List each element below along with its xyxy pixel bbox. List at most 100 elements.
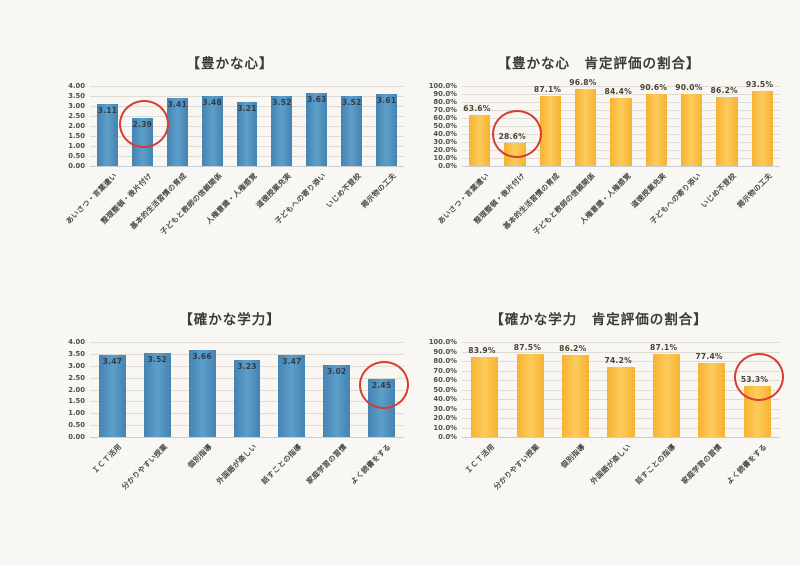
bar: 2.45 <box>368 378 396 437</box>
category-slot: 掲示物の工夫 <box>735 167 780 265</box>
bar-slot: 3.48 <box>195 86 230 166</box>
y-axis: 100.0% 90.0% 80.0% 70.0% 60.0% 50.0% 40.0% 30.0… <box>418 338 462 441</box>
plot-row: 100.0% 90.0% 80.0% 70.0% 60.0% 50.0% 40.0% 30.0… <box>418 78 780 265</box>
plot-area: 3.47 3.52 3.66 3.23 3.47 3.02 2.45 <box>90 342 411 438</box>
category-slot: よく読書をする <box>349 438 404 536</box>
plot-area: 83.9% 87.5% 86.2% 74.2% 87.1% 77.4% 53.3% <box>462 342 787 438</box>
gridline <box>90 86 404 87</box>
bar-slot: 3.66 <box>180 342 225 437</box>
bar-slot: 96.8% <box>568 78 603 166</box>
bar: 2.39 <box>131 118 153 166</box>
bar-slot: 87.1% <box>533 85 568 166</box>
bar-slot: 3.52 <box>264 86 299 166</box>
y-tick-label: 20.0% <box>433 414 457 422</box>
gridline <box>462 94 780 95</box>
gridline <box>462 86 780 87</box>
chart-rich-heart-scores: 【豊かな心】 4.00 3.50 3.00 2.50 2.00 1.50 1.00 0.50 0… <box>56 52 404 265</box>
chart-rich-heart-positive-rate: 【豊かな心 肯定評価の割合】 100.0% 90.0% 80.0% 70.0% 60.0… <box>418 52 780 265</box>
plot-row: 4.00 3.50 3.00 2.50 2.00 1.50 1.00 0.50 0.00 3.4… <box>56 338 411 536</box>
y-tick-label: 2.50 <box>68 373 85 382</box>
bar-value-label: 84.4% <box>604 87 632 97</box>
bar-slot: 3.52 <box>135 342 180 437</box>
y-tick-label: 50.0% <box>433 385 457 394</box>
bar: 86.2% <box>559 344 590 437</box>
bar-value-label: 3.47 <box>102 356 123 366</box>
y-tick-label: 20.0% <box>433 146 457 154</box>
y-tick-label: 3.00 <box>68 102 85 110</box>
bar: 28.6% <box>499 132 526 166</box>
bar: 3.02 <box>323 365 351 437</box>
bar-slot: 83.9% <box>462 342 507 437</box>
category-slot: 外国語が楽しい <box>588 438 643 536</box>
bar: 77.4% <box>695 352 726 437</box>
plot-column: 3.47 3.52 3.66 3.23 3.47 3.02 2.45 ＩＣＴ活用 分かりやすい… <box>90 342 411 536</box>
y-tick-label: 80.0% <box>433 98 457 106</box>
bar-slot: 74.2% <box>598 342 643 437</box>
y-tick-label: 4.00 <box>68 82 85 90</box>
y-tick-label: 0.0% <box>438 162 457 170</box>
bar-value-label: 53.3% <box>740 375 769 385</box>
bar-slot: 3.61 <box>369 86 404 166</box>
bar-value-label: 3.52 <box>147 355 168 365</box>
y-tick-label: 80.0% <box>433 357 457 365</box>
bar-value-label: 77.4% <box>695 352 723 362</box>
y-tick-label: 0.50 <box>68 421 85 430</box>
y-axis: 4.00 3.50 3.00 2.50 2.00 1.50 1.00 0.50 0.00 <box>56 82 90 170</box>
plot-area: 3.11 2.39 3.41 3.48 3.21 3.52 3.63 3.52 3.61 <box>90 86 404 167</box>
x-axis-labels: あいさつ・言葉遣い 整理整頓・後片付け 基本的生活習慣の育成 子どもと教師の信頼関係人… <box>436 167 780 265</box>
bar-value-label: 83.9% <box>468 346 496 356</box>
y-tick-label: 30.0% <box>433 138 457 146</box>
bar-slot: 90.6% <box>639 83 674 166</box>
category-slot: 家庭学習の習慣 <box>304 438 359 536</box>
category-slot: 家庭学習の習慣 <box>679 438 734 536</box>
y-tick-label: 60.0% <box>433 376 457 384</box>
plot-area: 63.6% 28.6% 87.1% 96.8% 84.4% 90.6% 90.0% 86.2%… <box>462 78 780 167</box>
y-tick-label: 60.0% <box>433 114 457 122</box>
y-tick-label: 90.0% <box>433 90 457 98</box>
y-tick-label: 0.50 <box>68 152 85 160</box>
y-tick-label: 40.0% <box>433 130 457 138</box>
chart-academic-ability-scores: 【確かな学力】 4.00 3.50 3.00 2.50 2.00 1.50 1.00 0.50… <box>56 308 411 536</box>
plot-column: 83.9% 87.5% 86.2% 74.2% 87.1% 77.4% 53.3% ＩＣＴ活… <box>462 342 787 536</box>
category-label: ＩＣＴ活用 <box>90 442 124 476</box>
bar-value-label: 3.47 <box>282 356 302 366</box>
bar-slot: 86.2% <box>553 342 598 437</box>
bar: 3.11 <box>96 103 118 166</box>
plot-column: 3.11 2.39 3.41 3.48 3.21 3.52 3.63 3.52 3.61 あいさ… <box>64 86 404 265</box>
bar-slot: 3.23 <box>225 342 270 437</box>
bar-value-label: 3.66 <box>192 352 212 362</box>
y-tick-label: 0.00 <box>68 433 85 441</box>
y-tick-label: 1.50 <box>68 132 85 140</box>
highlight-circle-red <box>356 358 411 411</box>
y-tick-label: 2.50 <box>68 112 85 120</box>
y-tick-label: 3.00 <box>68 361 85 370</box>
bar-value-label: 3.52 <box>341 97 362 107</box>
y-tick-label: 90.0% <box>433 347 457 356</box>
bar: 3.41 <box>166 97 188 166</box>
bar-value-label: 3.23 <box>237 362 257 372</box>
bar-value-label: 63.6% <box>463 104 491 114</box>
y-tick-label: 70.0% <box>433 106 457 114</box>
category-slot: 分かりやすい授業 <box>119 438 180 536</box>
y-tick-label: 3.50 <box>68 92 85 100</box>
y-tick-label: 40.0% <box>433 395 457 403</box>
category-slot: 分かりやすい授業 <box>492 438 552 536</box>
bar: 74.2% <box>605 356 635 437</box>
gridline <box>462 351 780 353</box>
y-tick-label: 0.00 <box>68 162 85 170</box>
bar-slot: 3.47 <box>90 342 135 437</box>
category-slot: 話すことの指導 <box>259 438 314 536</box>
y-tick-label: 2.00 <box>68 122 85 130</box>
bar: 87.1% <box>534 85 561 166</box>
chart-title: 【豊かな心 肯定評価の割合】 <box>497 56 701 72</box>
bar-value-label: 3.63 <box>307 95 327 105</box>
category-slot: 人権意識・人権感覚 <box>204 167 265 265</box>
bar: 3.61 <box>376 93 398 166</box>
y-axis: 4.00 3.50 3.00 2.50 2.00 1.50 1.00 0.50 0.00 <box>56 338 90 441</box>
y-tick-label: 100.0% <box>428 82 457 90</box>
y-tick-label: 10.0% <box>433 423 457 432</box>
y-tick-label: 100.0% <box>428 338 457 346</box>
bar-value-label: 3.21 <box>237 103 257 113</box>
gridline <box>90 353 404 355</box>
bars-group: 3.47 3.52 3.66 3.23 3.47 3.02 2.45 <box>90 342 411 437</box>
